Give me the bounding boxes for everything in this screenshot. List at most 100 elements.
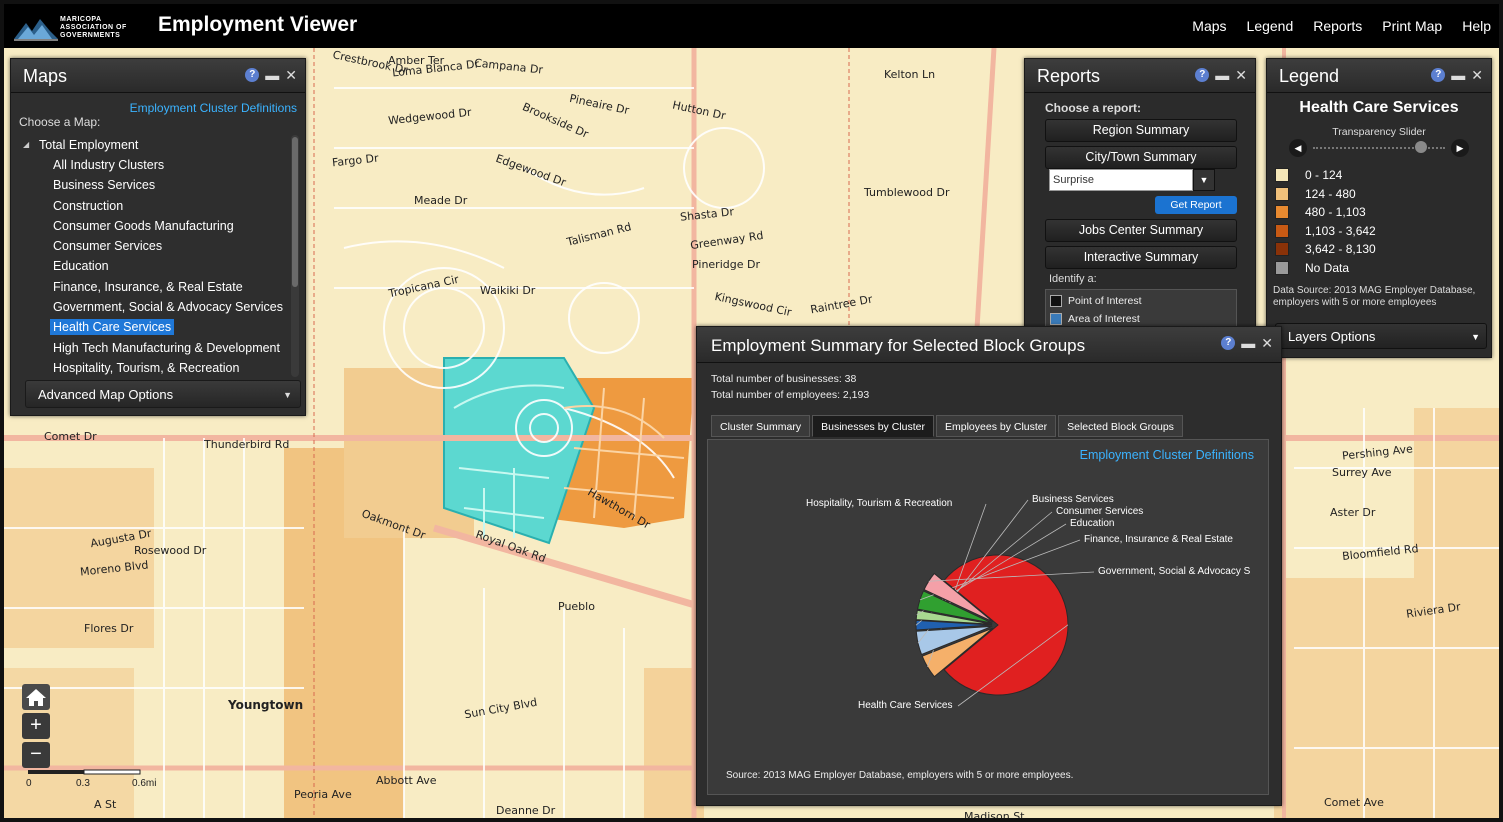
nav-print-map[interactable]: Print Map <box>1382 18 1443 34</box>
map-item[interactable]: Finance, Insurance, & Real Estate <box>53 279 243 294</box>
minimize-icon[interactable]: ▬ <box>1241 335 1256 351</box>
help-icon[interactable]: ? <box>1431 68 1446 82</box>
region-summary-button[interactable]: Region Summary <box>1045 119 1237 142</box>
map-item[interactable]: Hospitality, Tourism, & Recreation <box>53 360 240 375</box>
tab-cluster-summary[interactable]: Cluster Summary <box>711 415 811 437</box>
reports-panel: Reports ? ▬ ✕ Choose a report: Region Su… <box>1024 58 1256 330</box>
cluster-definitions-link[interactable]: Employment Cluster Definitions <box>1079 448 1254 462</box>
nav-reports[interactable]: Reports <box>1313 18 1363 34</box>
street-label: Tumblewood Dr <box>864 186 950 199</box>
legend-panel-title: Legend <box>1279 66 1340 86</box>
summary-dialog-title: Employment Summary for Selected Block Gr… <box>711 336 1086 355</box>
tab-employees-by-cluster[interactable]: Employees by Cluster <box>936 415 1057 437</box>
summary-dialog-header[interactable]: Employment Summary for Selected Block Gr… <box>697 327 1281 363</box>
get-report-button[interactable]: Get Report <box>1155 196 1237 214</box>
maps-panel-header[interactable]: Maps ? ▬ ✕ <box>11 59 305 93</box>
employment-summary-dialog: Employment Summary for Selected Block Gr… <box>696 326 1282 806</box>
street-label: Deanne Dr <box>496 804 556 817</box>
home-button[interactable] <box>22 684 50 710</box>
minimize-icon[interactable]: ▬ <box>1215 67 1230 83</box>
street-label: Kelton Ln <box>884 68 936 81</box>
pie-leader-line <box>928 571 1095 582</box>
legend-class: 480 - 1,103 <box>1275 204 1366 222</box>
legend-swatch <box>1275 205 1289 219</box>
map-item[interactable]: All Industry Clusters <box>53 158 165 172</box>
tree-root-total-employment[interactable]: ◢ Total Employment <box>19 135 287 155</box>
legend-source: Data Source: 2013 MAG Employer Database,… <box>1273 285 1476 308</box>
pie-slice[interactable] <box>915 619 993 631</box>
pie-slice-label: Consumer Services <box>1056 506 1144 517</box>
layers-options-button[interactable]: Layers Options ▼ <box>1275 323 1487 349</box>
advanced-map-options-button[interactable]: Advanced Map Options ▼ <box>25 380 301 408</box>
pie-slice[interactable] <box>915 609 993 625</box>
zoom-out-button[interactable]: − <box>22 742 50 768</box>
slider-right-icon[interactable]: ▶ <box>1451 139 1469 157</box>
city-summary-button[interactable]: City/Town Summary <box>1045 146 1237 169</box>
nav-maps[interactable]: Maps <box>1192 18 1227 34</box>
map-list-scrollbar[interactable] <box>291 135 299 377</box>
reports-panel-header[interactable]: Reports ? ▬ ✕ <box>1025 59 1255 93</box>
street-label: Meade Dr <box>414 194 468 207</box>
tab-businesses-by-cluster[interactable]: Businesses by Cluster <box>812 415 934 437</box>
close-icon[interactable]: ✕ <box>285 67 297 83</box>
map-item-selected[interactable]: Health Care Services <box>19 317 287 337</box>
map-item[interactable]: Government, Social & Advocacy Services <box>53 300 283 315</box>
pie-slice[interactable] <box>923 572 994 623</box>
maps-panel-title: Maps <box>23 66 68 86</box>
scale-label-end: 0.6mi <box>132 778 157 789</box>
transparency-slider[interactable] <box>1313 147 1445 149</box>
pie-chart <box>915 499 1095 707</box>
map-item[interactable]: High Tech Manufacturing & Development <box>53 340 280 355</box>
legend-swatch <box>1275 223 1289 238</box>
logo-text: MARICOPA ASSOCIATION of GOVERNMENTS <box>60 16 127 39</box>
scrollbar-thumb[interactable] <box>292 137 298 287</box>
close-icon[interactable]: ✕ <box>1235 67 1247 83</box>
identify-area-option[interactable]: Area of Interest <box>1050 311 1140 327</box>
scale-label-0: 0 <box>26 778 32 789</box>
point-icon <box>1050 295 1062 307</box>
home-icon <box>26 689 46 706</box>
street-label: Comet Dr <box>44 430 97 443</box>
map-item[interactable]: Business Services <box>53 178 156 193</box>
cluster-definitions-link[interactable]: Employment Cluster Definitions <box>129 101 297 115</box>
interactive-summary-button[interactable]: Interactive Summary <box>1045 246 1237 269</box>
help-icon[interactable]: ? <box>1221 336 1236 350</box>
slider-thumb[interactable] <box>1415 141 1427 153</box>
minimize-icon[interactable]: ▬ <box>265 67 280 83</box>
close-icon[interactable]: ✕ <box>1261 335 1273 351</box>
chevron-down-icon[interactable]: ▼ <box>1193 169 1215 191</box>
legend-swatch <box>1275 168 1289 182</box>
minimize-icon[interactable]: ▬ <box>1451 67 1466 83</box>
map-canvas <box>4 48 1499 818</box>
street-label: Waikiki Dr <box>480 284 536 297</box>
slider-left-icon[interactable]: ◀ <box>1289 139 1307 157</box>
zoom-in-button[interactable]: + <box>22 713 50 739</box>
legend-class-label: 480 - 1,103 <box>1305 205 1366 219</box>
pie-slice[interactable] <box>915 625 993 656</box>
jobs-center-summary-button[interactable]: Jobs Center Summary <box>1045 219 1237 242</box>
street-label: Aster Dr <box>1330 506 1376 519</box>
legend-panel-header[interactable]: Legend ? ▬ ✕ <box>1267 59 1491 93</box>
scale-label-mid: 0.3 <box>76 778 90 789</box>
identify-point-option[interactable]: Point of Interest <box>1050 293 1142 309</box>
close-icon[interactable]: ✕ <box>1471 67 1483 83</box>
map-item[interactable]: Consumer Goods Manufacturing <box>53 218 234 233</box>
help-icon[interactable]: ? <box>245 68 260 82</box>
tab-selected-block-groups[interactable]: Selected Block Groups <box>1058 415 1183 437</box>
legend-class: 1,103 - 3,642 <box>1275 223 1376 241</box>
transparency-label: Transparency Slider <box>1332 126 1426 138</box>
city-select[interactable]: Surprise <box>1049 169 1193 191</box>
scale-bar: 0 0.3 0.6mi <box>26 766 166 792</box>
mag-logo: MARICOPA ASSOCIATION of GOVERNMENTS <box>14 13 154 41</box>
help-icon[interactable]: ? <box>1195 68 1210 82</box>
map-item[interactable]: Construction <box>53 198 124 213</box>
map-item[interactable]: Consumer Services <box>53 239 163 254</box>
legend-class: No Data <box>1275 260 1349 278</box>
nav-help[interactable]: Help <box>1462 18 1491 34</box>
expand-triangle-icon[interactable]: ◢ <box>23 140 30 149</box>
top-bar: MARICOPA ASSOCIATION of GOVERNMENTS Empl… <box>4 4 1499 48</box>
identify-label: Identify a: <box>1049 273 1097 285</box>
nav-legend[interactable]: Legend <box>1246 18 1294 34</box>
map-item[interactable]: Education <box>53 259 109 274</box>
